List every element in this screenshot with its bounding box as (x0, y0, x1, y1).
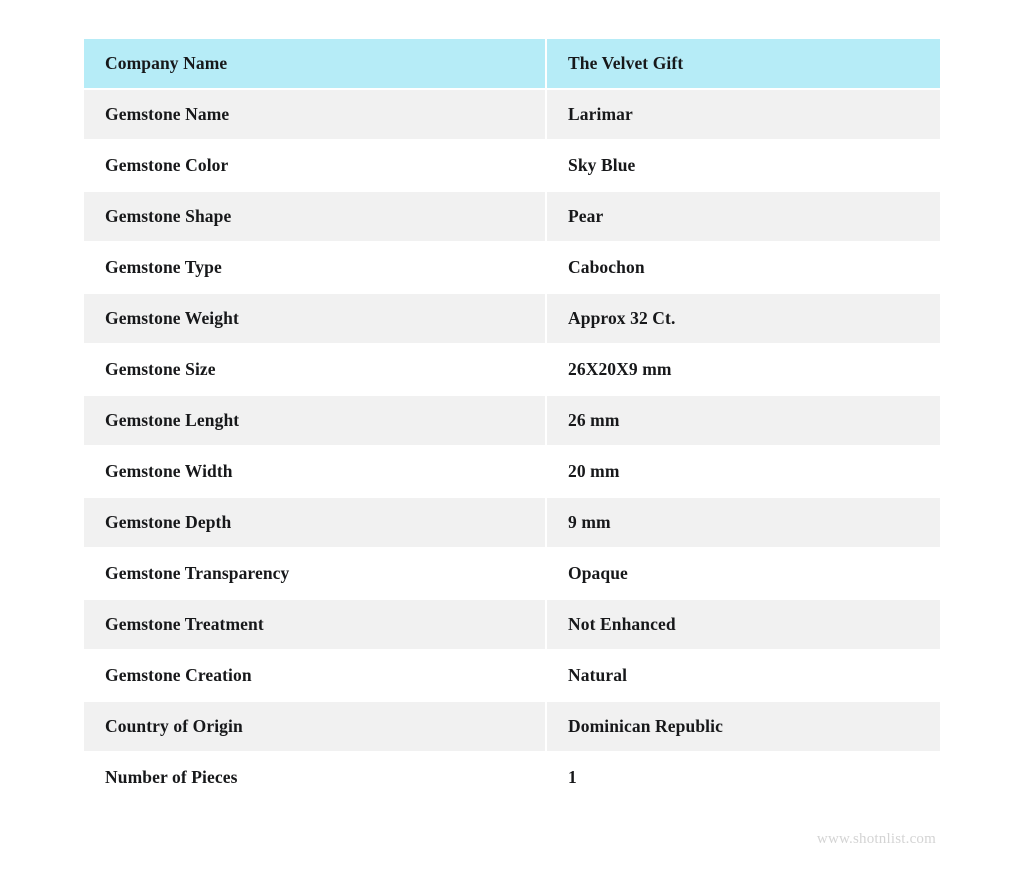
spec-value: Opaque (547, 549, 940, 598)
site-watermark: www.shotnlist.com (816, 831, 936, 847)
spec-label: Gemstone Shape (84, 192, 545, 241)
spec-value: Approx 32 Ct. (547, 294, 940, 343)
spec-value: 9 mm (547, 498, 940, 547)
spec-label: Country of Origin (84, 702, 545, 751)
spec-label: Gemstone Type (84, 243, 545, 292)
table-row: Gemstone Size 26X20X9 mm (84, 345, 940, 394)
gemstone-spec-table: Company Name The Velvet Gift Gemstone Name… (84, 39, 940, 804)
table-row: Number of Pieces 1 (84, 753, 940, 802)
table-row: Gemstone Lenght 26 mm (84, 396, 940, 445)
table-row: Gemstone Color Sky Blue (84, 141, 940, 190)
table-header-row: Company Name The Velvet Gift (84, 39, 940, 88)
table-row: Gemstone Weight Approx 32 Ct. (84, 294, 940, 343)
spec-label: Gemstone Treatment (84, 600, 545, 649)
spec-label: Number of Pieces (84, 753, 545, 802)
table-row: Gemstone Name Larimar (84, 90, 940, 139)
spec-label: Gemstone Depth (84, 498, 545, 547)
spec-value: Cabochon (547, 243, 940, 292)
spec-label: Gemstone Transparency (84, 549, 545, 598)
table-row: Gemstone Transparency Opaque (84, 549, 940, 598)
spec-label: Gemstone Width (84, 447, 545, 496)
spec-value: Dominican Republic (547, 702, 940, 751)
spec-value: 1 (547, 753, 940, 802)
spec-label: Company Name (84, 39, 545, 88)
spec-value: Larimar (547, 90, 940, 139)
spec-value: Not Enhanced (547, 600, 940, 649)
spec-value: Pear (547, 192, 940, 241)
table-row: Country of Origin Dominican Republic (84, 702, 940, 751)
table-row: Gemstone Width 20 mm (84, 447, 940, 496)
spec-label: Gemstone Lenght (84, 396, 545, 445)
table-row: Gemstone Treatment Not Enhanced (84, 600, 940, 649)
table-row: Gemstone Type Cabochon (84, 243, 940, 292)
table-row: Gemstone Shape Pear (84, 192, 940, 241)
spec-value: Sky Blue (547, 141, 940, 190)
spec-value: 26 mm (547, 396, 940, 445)
spec-label: Gemstone Color (84, 141, 545, 190)
spec-value: 26X20X9 mm (547, 345, 940, 394)
table-row: Gemstone Creation Natural (84, 651, 940, 700)
spec-value: Natural (547, 651, 940, 700)
spec-label: Gemstone Weight (84, 294, 545, 343)
spec-label: Gemstone Size (84, 345, 545, 394)
spec-label: Gemstone Name (84, 90, 545, 139)
spec-label: Gemstone Creation (84, 651, 545, 700)
spec-value: The Velvet Gift (547, 39, 940, 88)
table-row: Gemstone Depth 9 mm (84, 498, 940, 547)
spec-value: 20 mm (547, 447, 940, 496)
